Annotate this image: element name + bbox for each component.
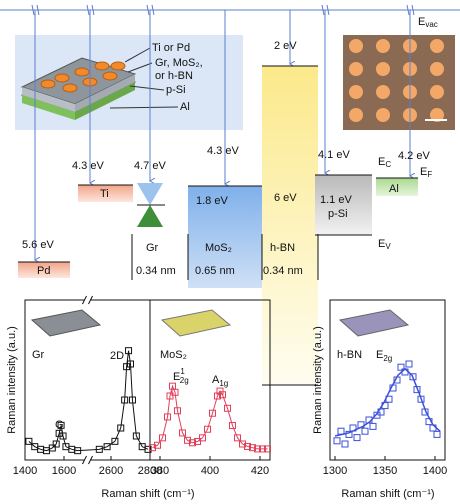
metal-label: Pd	[37, 265, 50, 277]
dot	[376, 108, 390, 122]
inset-label: or h-BN	[155, 70, 193, 82]
inset-label: Gr, MoS₂,	[155, 57, 203, 69]
x-axis-label: Raman shift (cm⁻¹)	[101, 488, 194, 500]
x-tick-label: 1300	[323, 465, 347, 477]
inset-label: p-Si	[166, 84, 186, 96]
data-point	[338, 428, 344, 434]
subscript: 1g	[219, 379, 228, 388]
text-part: E	[376, 349, 383, 361]
metal-label: Al	[389, 183, 399, 195]
gap-label: 6 eV	[274, 192, 297, 204]
data-point	[362, 428, 368, 434]
level-label: 4.3 eV	[207, 145, 239, 157]
peak-label: 2D	[110, 350, 124, 362]
superscript: 1	[180, 367, 185, 376]
gap-label: 1.8 eV	[196, 195, 228, 207]
y-axis-label: Raman intensity (a.u.)	[312, 326, 324, 434]
x-tick-label: 1350	[373, 465, 397, 477]
data-point	[434, 431, 440, 437]
data-point	[370, 423, 376, 429]
x-axis-label: Raman shift (cm⁻¹)	[341, 488, 434, 500]
data-point	[342, 441, 348, 447]
dirac-cone	[137, 205, 163, 227]
material-label: h-BN	[270, 242, 295, 254]
material-label: MoS₂	[205, 242, 232, 254]
panel-label: Gr	[32, 349, 45, 361]
x-tick-label: 1400	[423, 465, 447, 477]
subscript: 2g	[383, 354, 392, 363]
dot	[376, 62, 390, 76]
text-part: G	[55, 419, 64, 431]
peak-label: G	[55, 419, 64, 431]
x-tick-label: 2600	[99, 465, 123, 477]
dot	[376, 39, 390, 53]
material-label: Gr	[146, 242, 159, 254]
inset-label: Al	[180, 101, 190, 113]
spectrum-line	[29, 351, 148, 451]
dot	[430, 62, 444, 76]
subscript: 2g	[180, 376, 189, 385]
thickness-label: 0.34 nm	[136, 265, 176, 277]
data-point	[334, 438, 340, 444]
data-point	[354, 435, 360, 441]
inset-label: Ti or Pd	[152, 42, 190, 54]
dot	[349, 85, 363, 99]
level-label: 4.2 eV	[398, 150, 430, 162]
level-label: 4.1 eV	[318, 149, 350, 161]
spectrum-line	[153, 386, 268, 449]
peak-label: A1g	[212, 374, 228, 388]
vacuum-label: Evac	[418, 16, 438, 29]
page: { "diagram": { "vacuum_level": {"text": …	[0, 0, 460, 504]
level-label: 2 eV	[274, 40, 297, 52]
material-label: p-Si	[328, 208, 348, 220]
dot	[349, 108, 363, 122]
peak-label: E2g	[376, 349, 392, 363]
x-tick-label: 400	[201, 465, 219, 477]
dirac-cone	[137, 183, 163, 205]
x-tick-label: 420	[251, 465, 269, 477]
thickness-label: 0.34 nm	[263, 265, 303, 277]
dot	[349, 39, 363, 53]
data-point	[406, 361, 412, 367]
text-part: 2D	[110, 350, 124, 362]
panel-label: MoS₂	[160, 349, 187, 361]
level-label: 4.7 eV	[134, 160, 166, 172]
band-label: EV	[378, 238, 391, 251]
dot	[376, 85, 390, 99]
y-axis-label: Raman intensity (a.u.)	[6, 326, 18, 434]
dot	[349, 62, 363, 76]
gap-label: 1.1 eV	[320, 194, 352, 206]
level-label: 5.6 eV	[22, 239, 54, 251]
panel-label: h-BN	[337, 349, 362, 361]
crystal-thumbnails	[32, 310, 408, 336]
x-tick-label: 1400	[13, 465, 37, 477]
thickness-label: 0.65 nm	[195, 265, 235, 277]
band-label: EF	[420, 166, 432, 179]
dot	[430, 85, 444, 99]
level-label: 4.3 eV	[72, 160, 104, 172]
band-label: EC	[378, 156, 391, 169]
x-tick-label: 380	[151, 465, 169, 477]
metal-label: Ti	[100, 188, 109, 200]
figure: Evac Ti or Pd Gr, MoS₂, or h-BN p-Si Al …	[0, 0, 460, 504]
x-tick-label: 1600	[52, 465, 76, 477]
dot	[430, 39, 444, 53]
